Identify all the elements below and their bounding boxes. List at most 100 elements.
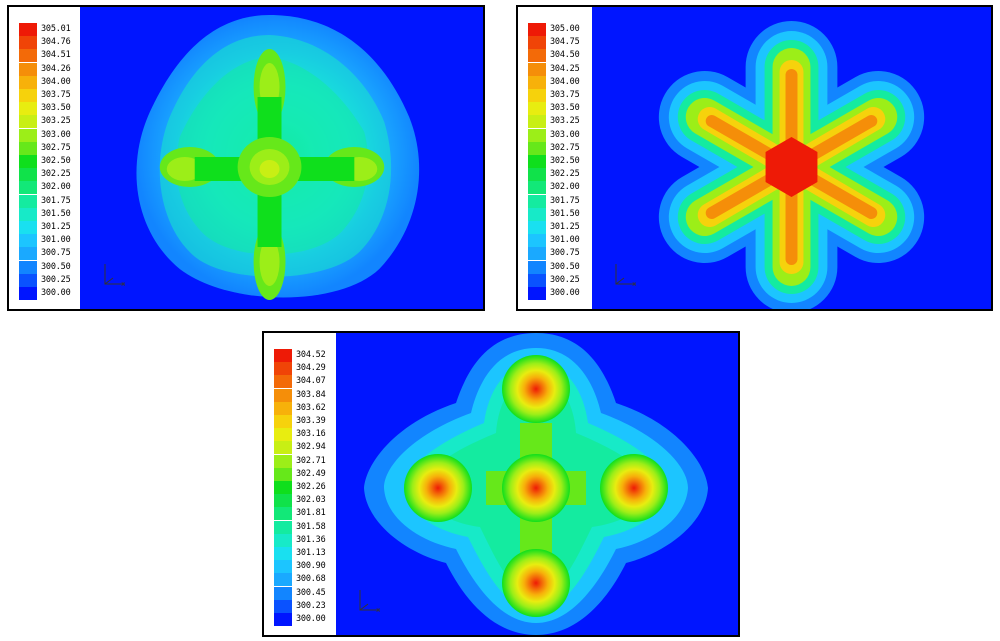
legend-entry: 303.75 [19, 89, 71, 102]
legend-swatch [274, 494, 292, 508]
legend-swatch [528, 247, 546, 261]
legend-entry: 301.50 [19, 207, 71, 221]
legend-swatch [19, 260, 37, 274]
legend-label: 303.50 [550, 103, 580, 114]
svg-text:x: x [121, 280, 125, 288]
legend-entry: 303.00 [528, 128, 580, 142]
legend-label: 301.58 [296, 521, 326, 532]
legend-entry: 302.25 [528, 168, 580, 182]
contour-panel-3: 304.52 304.29 304.07 303.84 303.62 303.39 303.… [262, 331, 740, 637]
legend-label: 300.75 [41, 248, 71, 259]
legend-entry: 305.01 [19, 23, 71, 36]
contour-graphic [336, 333, 738, 635]
color-legend: 305.01 304.76 304.51 304.26 304.00 303.75 303.… [9, 7, 87, 309]
legend-swatch [274, 560, 292, 574]
legend-swatch [274, 586, 292, 600]
axis-triad-icon: x [101, 262, 129, 292]
legend-entry: 301.58 [274, 520, 326, 534]
legend-label: 303.62 [296, 402, 326, 413]
legend-entry: 300.23 [274, 599, 326, 613]
legend-label: 304.51 [41, 50, 71, 61]
legend-entry: 304.75 [528, 36, 580, 50]
legend-entry: 300.25 [19, 273, 71, 287]
legend-swatch [274, 533, 292, 547]
legend-label: 301.00 [41, 235, 71, 246]
legend-label: 304.29 [296, 363, 326, 374]
legend-label: 301.00 [550, 235, 580, 246]
legend-swatch [274, 454, 292, 468]
legend-swatch [528, 128, 546, 142]
legend-swatch [528, 141, 546, 155]
legend-label: 300.90 [296, 561, 326, 572]
legend-swatch [19, 168, 37, 182]
legend-entry: 303.75 [528, 89, 580, 102]
legend-entry: 301.25 [528, 221, 580, 234]
legend-swatch [19, 36, 37, 50]
svg-text:x: x [632, 280, 636, 288]
legend-label: 305.00 [550, 24, 580, 34]
legend-entry: 302.94 [274, 441, 326, 455]
legend-label: 301.81 [296, 508, 326, 519]
legend-swatch [19, 287, 37, 300]
legend-swatch [19, 234, 37, 248]
legend-label: 300.25 [41, 274, 71, 285]
legend-entry: 301.75 [528, 194, 580, 208]
legend-entry: 303.00 [19, 128, 71, 142]
legend-swatch [528, 234, 546, 248]
legend-swatch [528, 221, 546, 234]
legend-swatch [19, 155, 37, 168]
legend-swatch [274, 375, 292, 389]
legend-swatch [274, 401, 292, 415]
legend-entry: 300.45 [274, 586, 326, 600]
legend-entry: 303.25 [19, 115, 71, 129]
legend-entry: 304.51 [19, 49, 71, 63]
legend-entry: 303.50 [528, 102, 580, 116]
legend-label: 300.00 [550, 288, 580, 298]
legend-entry: 303.84 [274, 388, 326, 402]
legend-label: 303.75 [41, 90, 71, 100]
legend-label: 302.25 [41, 169, 71, 180]
legend-swatch [528, 115, 546, 129]
legend-entry: 303.50 [19, 102, 71, 116]
legend-entry: 301.00 [19, 234, 71, 248]
legend-label: 304.00 [550, 76, 580, 87]
legend-label: 301.50 [41, 208, 71, 219]
legend-label: 302.00 [41, 182, 71, 193]
legend-entry: 300.00 [528, 287, 580, 300]
legend-label: 301.50 [550, 208, 580, 219]
legend-label: 300.23 [296, 600, 326, 611]
legend-entry: 301.13 [274, 547, 326, 560]
axis-triad-icon: x [612, 262, 640, 292]
legend-entry: 302.50 [19, 155, 71, 168]
temperature-contour-plot [592, 7, 991, 309]
color-legend: 305.00 304.75 304.50 304.25 304.00 303.75 303.… [518, 7, 596, 309]
legend-entry: 300.90 [274, 560, 326, 574]
legend-entry: 300.75 [19, 247, 71, 261]
legend-label: 303.25 [41, 116, 71, 127]
legend-swatch [528, 102, 546, 116]
legend-swatch [528, 49, 546, 63]
contour-panel-2: 305.00 304.75 304.50 304.25 304.00 303.75 303.… [516, 5, 993, 311]
legend-label: 300.00 [41, 288, 71, 298]
legend-entry: 301.75 [19, 194, 71, 208]
legend-swatch [274, 520, 292, 534]
legend-swatch [528, 207, 546, 221]
legend-entry: 302.71 [274, 454, 326, 468]
legend-swatch [528, 273, 546, 287]
temperature-contour-plot [336, 333, 738, 635]
legend-label: 301.75 [550, 195, 580, 206]
legend-swatch [274, 547, 292, 560]
legend-label: 304.00 [41, 76, 71, 87]
legend-entry: 301.00 [528, 234, 580, 248]
legend-label: 301.25 [550, 222, 580, 232]
legend-label: 302.75 [41, 142, 71, 153]
legend-label: 300.50 [41, 261, 71, 272]
legend-swatch [528, 75, 546, 89]
legend-entry: 300.68 [274, 573, 326, 587]
legend-entry: 302.00 [19, 181, 71, 195]
legend-entry: 300.50 [528, 260, 580, 274]
legend-swatch [19, 221, 37, 234]
legend-entry: 300.50 [19, 260, 71, 274]
legend-swatch [274, 441, 292, 455]
legend-swatch [19, 89, 37, 102]
